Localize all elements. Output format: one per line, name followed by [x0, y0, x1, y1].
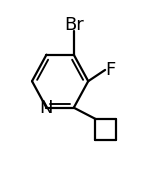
Text: F: F — [106, 61, 116, 79]
Text: N: N — [40, 99, 53, 117]
Text: Br: Br — [64, 16, 84, 34]
